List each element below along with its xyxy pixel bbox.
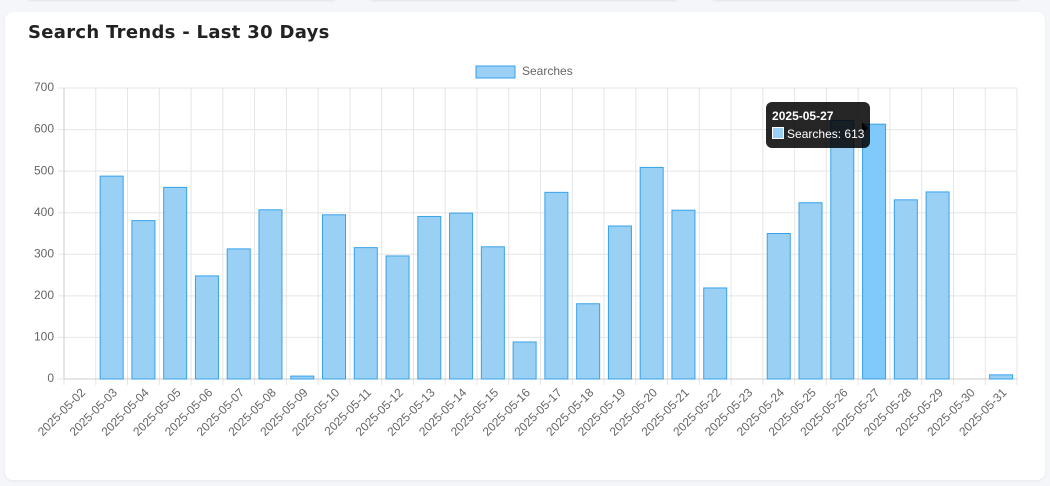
bar — [131, 220, 156, 380]
legend-label: Searches — [522, 64, 573, 78]
y-tick-label: 200 — [34, 288, 54, 302]
tooltip-value: 613 — [844, 127, 865, 142]
bar — [703, 287, 728, 380]
y-tick-label: 100 — [34, 330, 54, 344]
legend-swatch — [475, 65, 516, 79]
chart-title: Search Trends - Last 30 Days — [28, 22, 330, 43]
y-tick-label: 600 — [34, 122, 54, 136]
bar — [862, 123, 887, 380]
bar — [258, 209, 283, 380]
bar — [830, 119, 855, 380]
bar — [544, 191, 569, 380]
bar — [512, 341, 537, 380]
bar — [607, 225, 632, 380]
bar — [163, 186, 188, 380]
y-tick-label: 300 — [34, 246, 54, 260]
bar — [290, 375, 315, 380]
bar — [99, 175, 124, 380]
bar — [639, 166, 664, 380]
bar — [449, 212, 474, 380]
tooltip-series: Searches — [787, 127, 838, 142]
y-tick-label: 400 — [34, 205, 54, 219]
bar — [925, 191, 950, 380]
y-tick-label: 0 — [47, 371, 54, 385]
bar — [322, 214, 347, 380]
tooltip-swatch — [772, 127, 785, 140]
tooltip-title: 2025-05-27 — [772, 109, 834, 124]
bar — [989, 374, 1014, 380]
bar — [417, 215, 442, 380]
y-tick-label: 500 — [34, 163, 54, 177]
tooltip: 2025-05-27 Searches: 613 — [766, 102, 871, 149]
bar — [226, 248, 251, 380]
bar — [385, 255, 410, 380]
bar — [480, 246, 505, 380]
bar — [576, 303, 601, 380]
bar — [766, 233, 791, 380]
bar — [798, 202, 823, 380]
bar — [671, 209, 696, 380]
y-tick-label: 700 — [34, 80, 54, 94]
bar — [353, 247, 378, 380]
bar — [893, 199, 918, 380]
bar — [194, 275, 219, 380]
